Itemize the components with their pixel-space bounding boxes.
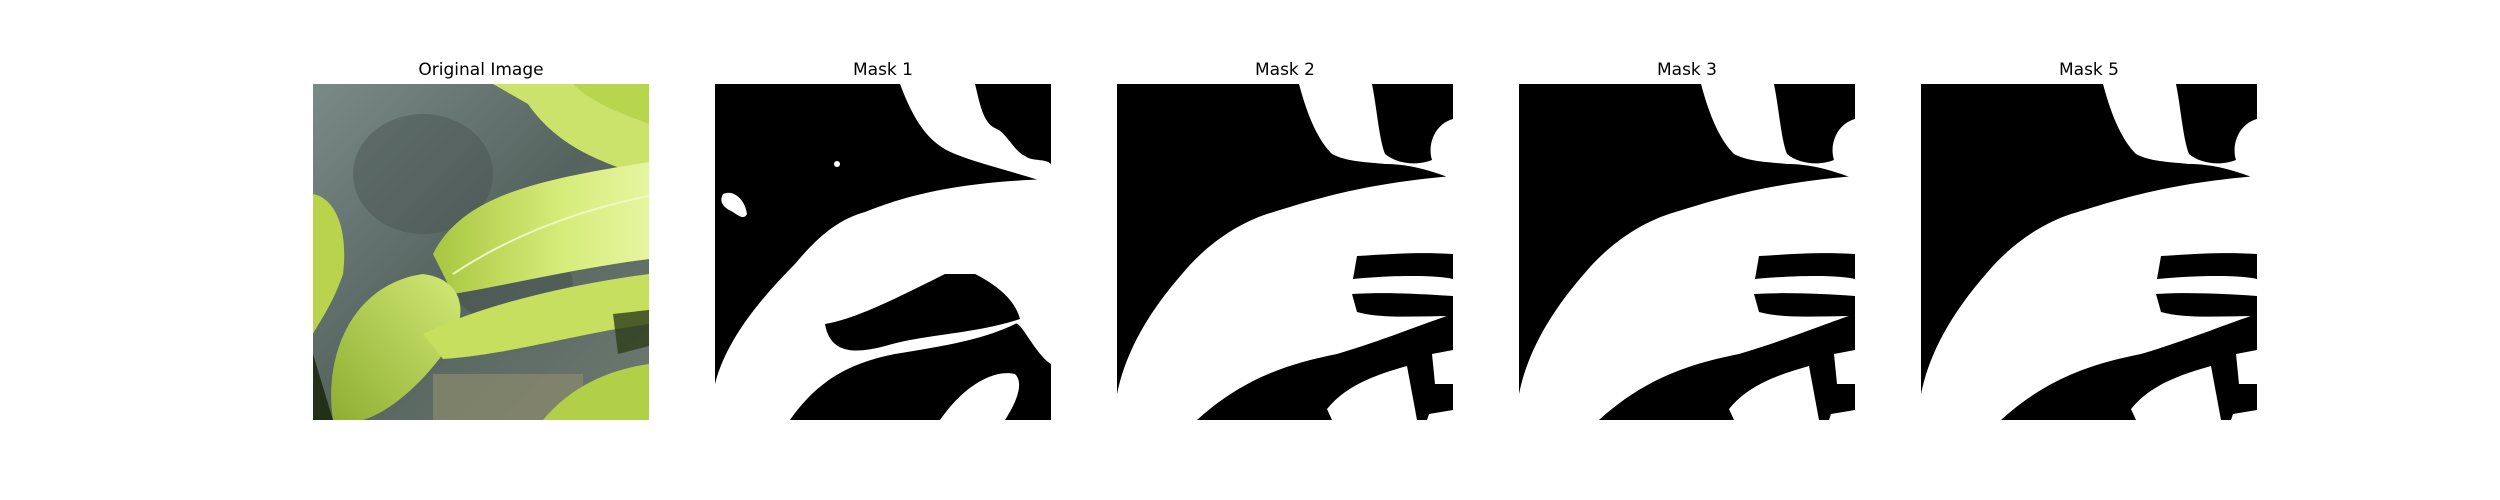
original-photo: [313, 84, 649, 420]
panel-original-image: Original Image: [313, 60, 649, 424]
panel-title: Mask 3: [1656, 60, 1717, 80]
panel-mask-3: Mask 3: [1519, 60, 1855, 424]
mask-5-image: [1921, 84, 2257, 420]
mask-3-image: [1519, 84, 1855, 420]
panel-title: Mask 5: [2058, 60, 2119, 80]
panel-title: Mask 2: [1254, 60, 1315, 80]
panel-mask-2: Mask 2: [1117, 60, 1453, 424]
mask-2-image: [1117, 84, 1453, 420]
panel-title: Original Image: [418, 60, 544, 80]
mask-1-image: [715, 84, 1051, 420]
panel-mask-5: Mask 5: [1921, 60, 2257, 424]
panel-title: Mask 1: [852, 60, 913, 80]
panel-mask-1: Mask 1: [715, 60, 1051, 424]
